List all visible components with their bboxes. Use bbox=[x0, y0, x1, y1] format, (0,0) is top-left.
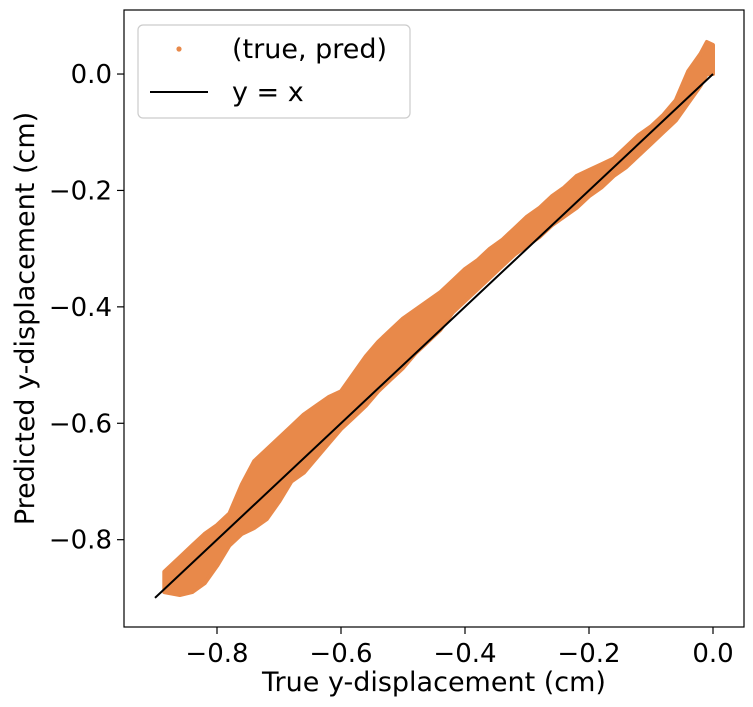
y-tick-label: −0.8 bbox=[49, 526, 112, 556]
scatter-point-cloud bbox=[162, 40, 715, 597]
x-tick-label: −0.6 bbox=[309, 639, 372, 669]
x-tick-label: 0.0 bbox=[692, 639, 733, 669]
x-tick-label: −0.2 bbox=[557, 639, 620, 669]
y-tick-label: 0.0 bbox=[71, 60, 112, 90]
x-tick-label: −0.4 bbox=[433, 639, 496, 669]
y-tick-label: −0.4 bbox=[49, 293, 112, 323]
y-axis-ticks: −0.8 −0.6 −0.4 −0.2 0.0 bbox=[49, 60, 124, 556]
legend-label-scatter: (true, pred) bbox=[232, 34, 387, 65]
x-tick-label: −0.8 bbox=[185, 639, 248, 669]
y-tick-label: −0.2 bbox=[49, 176, 112, 206]
identity-line-layer bbox=[154, 73, 714, 599]
x-axis-label: True y-displacement (cm) bbox=[261, 667, 606, 698]
scatter-cloud bbox=[162, 40, 715, 597]
y-tick-label: −0.6 bbox=[49, 409, 112, 439]
plot-frame bbox=[123, 9, 745, 628]
x-axis-ticks: −0.8 −0.6 −0.4 −0.2 0.0 bbox=[185, 627, 734, 669]
legend-label-line: y = x bbox=[232, 77, 304, 108]
identity-line bbox=[154, 73, 714, 599]
y-axis-label: Predicted y-displacement (cm) bbox=[10, 112, 41, 525]
legend: (true, pred) y = x bbox=[137, 24, 411, 119]
legend-box bbox=[137, 24, 411, 119]
legend-marker-scatter bbox=[176, 46, 182, 52]
